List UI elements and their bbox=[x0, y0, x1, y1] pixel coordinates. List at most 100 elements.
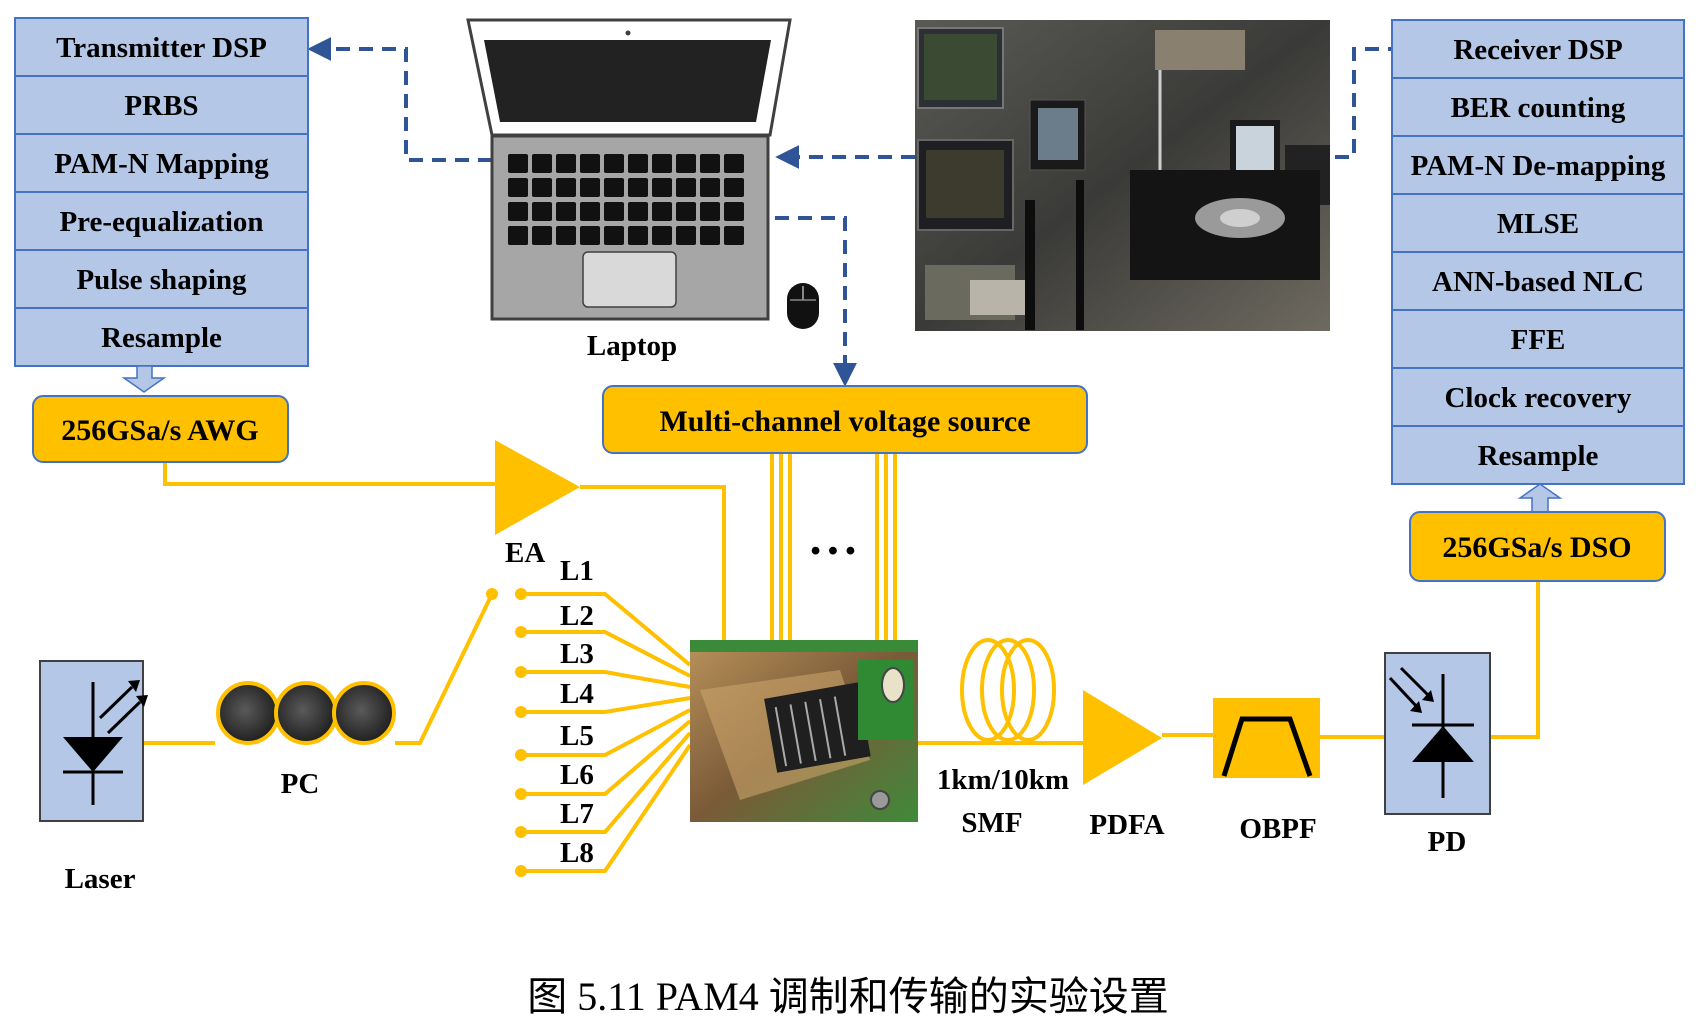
tx-dsp-label: Pre-equalization bbox=[59, 206, 263, 238]
keyboard-key bbox=[652, 202, 672, 221]
ellipsis: • • • bbox=[811, 535, 856, 567]
keyboard-key bbox=[700, 178, 720, 197]
tx-dsp-label: Transmitter DSP bbox=[56, 32, 267, 64]
keyboard-key bbox=[556, 154, 576, 173]
fiber-coil-icon bbox=[960, 638, 1056, 742]
keyboard-key bbox=[628, 178, 648, 197]
keyboard-key bbox=[700, 202, 720, 221]
rx-dsp-label: PAM-N De-mapping bbox=[1411, 150, 1666, 182]
rx-dsp-clock-recovery: Clock recovery bbox=[1391, 367, 1685, 427]
keyboard-key bbox=[652, 154, 672, 173]
tx-dsp-transmitter-dsp-header: Transmitter DSP bbox=[14, 17, 309, 77]
pdfa-label: PDFA bbox=[1089, 809, 1164, 841]
lane-dot bbox=[515, 666, 527, 678]
laser-diode-icon bbox=[39, 660, 148, 822]
keyboard-key bbox=[532, 178, 552, 197]
keyboard-key bbox=[556, 202, 576, 221]
awg-box: 256GSa/s AWG bbox=[32, 395, 289, 463]
keyboard-key bbox=[676, 178, 696, 197]
keyboard-key bbox=[652, 226, 672, 245]
keyboard-key bbox=[652, 178, 672, 197]
keyboard-key bbox=[580, 178, 600, 197]
keyboard-key bbox=[676, 154, 696, 173]
rx-dsp-receiver-dsp-header: Receiver DSP bbox=[1391, 19, 1685, 79]
keyboard-key bbox=[508, 154, 528, 173]
lane-dot bbox=[515, 865, 527, 877]
tx-down-arrow bbox=[121, 365, 167, 393]
keyboard-key bbox=[508, 178, 528, 197]
lab-photo bbox=[915, 20, 1330, 331]
keyboard-key bbox=[724, 178, 744, 197]
lane-dot bbox=[515, 826, 527, 838]
rx-dsp-pam-n-de-mapping: PAM-N De-mapping bbox=[1391, 135, 1685, 195]
rx-dsp-resample: Resample bbox=[1391, 425, 1685, 485]
ea-amplifier-icon bbox=[495, 440, 580, 535]
rx-dsp-ber-counting: BER counting bbox=[1391, 77, 1685, 137]
keyboard-key bbox=[724, 154, 744, 173]
keyboard-key bbox=[676, 226, 696, 245]
keyboard-key bbox=[604, 178, 624, 197]
lane-label-l6: L6 bbox=[560, 759, 594, 791]
tx-dsp-label: PRBS bbox=[124, 90, 198, 122]
keyboard-key bbox=[604, 226, 624, 245]
lane-dot bbox=[515, 588, 527, 600]
keyboard-key bbox=[604, 202, 624, 221]
tx-dsp-label: PAM-N Mapping bbox=[54, 148, 269, 180]
figure-caption: 图 5.11 PAM4 调制和传输的实验设置 bbox=[527, 974, 1169, 1019]
obpf-label: OBPF bbox=[1239, 813, 1316, 845]
svg-text:256GSa/s DSO: 256GSa/s DSO bbox=[1442, 531, 1631, 564]
svg-text:256GSa/s AWG: 256GSa/s AWG bbox=[61, 414, 259, 447]
pc-label: PC bbox=[281, 768, 320, 800]
tx-dsp-prbs: PRBS bbox=[14, 75, 309, 135]
lane-inputs: L1 L2 L3 L4 L5 L6 L7 L8 bbox=[515, 555, 594, 877]
keyboard-key bbox=[724, 226, 744, 245]
keyboard-key bbox=[556, 226, 576, 245]
lane-label-l7: L7 bbox=[560, 798, 594, 830]
tx-dsp-label: Resample bbox=[101, 322, 222, 354]
transmitter-dsp-stack: Transmitter DSP PRBS PAM-N Mapping Pre-equa… bbox=[14, 17, 309, 367]
polarization-controller-icon bbox=[216, 681, 396, 745]
amplifier-icon bbox=[1083, 690, 1162, 785]
rx-dsp-label: FFE bbox=[1511, 324, 1566, 356]
laptop-label: Laptop bbox=[587, 330, 677, 362]
lane-label-l2: L2 bbox=[560, 600, 594, 632]
chip-photo bbox=[690, 640, 918, 822]
keyboard-key bbox=[532, 202, 552, 221]
keyboard-key bbox=[700, 226, 720, 245]
photodiode-icon bbox=[1384, 652, 1491, 815]
keyboard-key bbox=[724, 202, 744, 221]
receiver-dsp-stack: Receiver DSP BER counting PAM-N De-mapping… bbox=[1391, 19, 1685, 485]
rx-dsp-mlse: MLSE bbox=[1391, 193, 1685, 253]
lane-dot bbox=[515, 626, 527, 638]
control-links bbox=[307, 37, 1392, 387]
keyboard-key bbox=[580, 202, 600, 221]
keyboard-key bbox=[532, 154, 552, 173]
keyboard-key bbox=[508, 202, 528, 221]
keyboard-key bbox=[700, 154, 720, 173]
rx-up-arrow bbox=[1517, 483, 1563, 513]
keyboard-key bbox=[556, 178, 576, 197]
switch-pivot bbox=[486, 588, 498, 600]
mouse-icon bbox=[787, 283, 819, 329]
tx-dsp-resample: Resample bbox=[14, 307, 309, 367]
keyboard-key bbox=[580, 226, 600, 245]
keyboard-key bbox=[628, 154, 648, 173]
tx-dsp-pre-equalization: Pre-equalization bbox=[14, 191, 309, 251]
keyboard-key bbox=[532, 226, 552, 245]
lane-label-l1: L1 bbox=[560, 555, 594, 587]
pd-label: PD bbox=[1428, 826, 1467, 858]
rx-dsp-label: Resample bbox=[1478, 440, 1599, 472]
ea-label: EA bbox=[505, 537, 545, 569]
lane-label-l5: L5 bbox=[560, 720, 594, 752]
rx-dsp-label: Receiver DSP bbox=[1453, 34, 1622, 66]
keyboard-key bbox=[508, 226, 528, 245]
voltage-source-box: Multi-channel voltage source bbox=[602, 385, 1088, 454]
rx-dsp-ann-based-nlc: ANN-based NLC bbox=[1391, 251, 1685, 311]
dso-box: 256GSa/s DSO bbox=[1409, 511, 1666, 582]
rx-dsp-label: BER counting bbox=[1451, 92, 1626, 124]
tx-dsp-pulse-shaping: Pulse shaping bbox=[14, 249, 309, 309]
rx-dsp-ffe: FFE bbox=[1391, 309, 1685, 369]
keyboard-key bbox=[628, 226, 648, 245]
keyboard-key bbox=[604, 154, 624, 173]
